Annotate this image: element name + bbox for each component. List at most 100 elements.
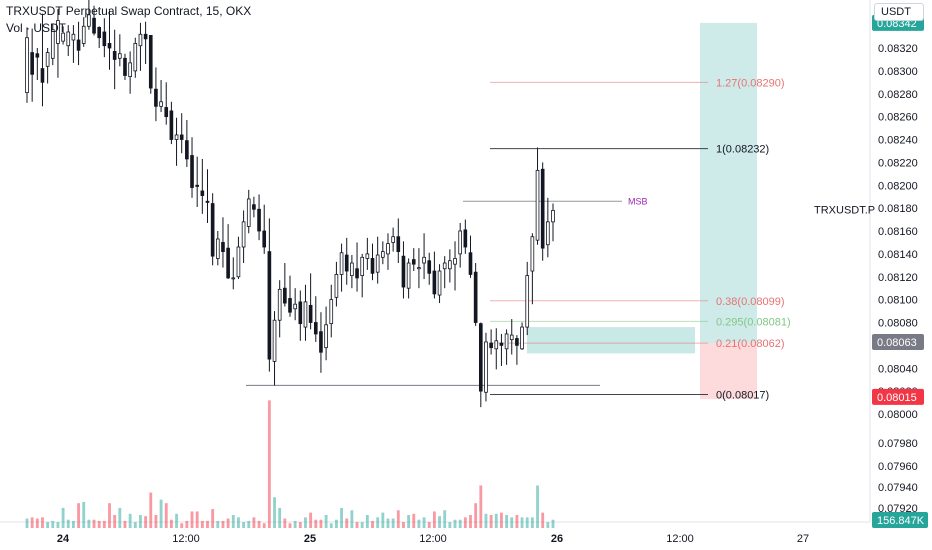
candle-body [551,210,555,223]
volume-bar [469,515,472,528]
candle-body [422,256,426,264]
candle-body [118,53,122,59]
candle-body [303,301,308,328]
candle-body [81,25,86,44]
candle-body [236,246,241,278]
volume-bar [128,513,132,528]
candle-body [411,259,416,265]
volume-bar [515,515,519,528]
volume-bar [25,518,29,528]
time-tick-label: 24 [57,533,70,545]
candle-body [406,262,411,289]
volume-bar [262,523,266,528]
volume-bar [350,510,354,528]
volume-bar [484,513,488,528]
candle-body [458,230,462,255]
candle-body [30,52,34,75]
volume-bar [371,520,374,528]
candle-body [164,107,169,118]
candle-body [123,57,127,76]
volume-bar [169,519,173,528]
candle-body [401,255,406,288]
volume-bar [133,522,137,528]
volume-bar [407,515,411,528]
candle-body [535,169,540,241]
candle-body [463,229,468,248]
candle-body [215,238,220,259]
volume-bar [427,522,431,528]
fib-label: 1(0.08232) [716,144,769,156]
candle-body [66,31,71,47]
candle-body [174,134,179,140]
candle-body [448,260,452,270]
candle-body [76,39,81,51]
candle-body [143,33,148,40]
volume-bar [216,520,220,528]
volume-bar [211,509,215,528]
volume-bar [396,510,400,528]
volume-bar [190,511,194,528]
volume-bar [432,511,436,528]
candle-body [334,274,339,298]
candle-body [128,62,132,77]
candle-body [339,252,344,275]
candle-body [484,341,488,393]
volume-legend: Vol · USDT [6,21,67,35]
candle-body [344,254,349,272]
volume-bar [494,513,498,528]
volume-bar [309,512,313,528]
candle-body [432,270,437,295]
volume-bar [267,400,271,528]
candle-body [246,198,251,227]
fib-label: 1.27(0.08290) [716,77,785,89]
volume-bar [525,517,529,528]
volume-bar [319,519,323,528]
volume-bar [463,517,467,528]
volume-bar [391,518,395,528]
time-tick-label: 12:00 [666,533,694,545]
candle-body [133,43,138,72]
price-tick-label: 0.08040 [878,363,918,375]
price-tick-label: 0.08220 [878,157,918,169]
volume-bar [66,519,70,528]
volume-bar [334,519,338,528]
volume-bar [185,520,189,528]
candle-body [515,338,519,346]
price-tick-label: 0.08080 [878,318,918,330]
candle-body [112,51,117,60]
candle-body [45,52,50,67]
volume-bar [41,517,44,528]
volume-bar [257,520,261,528]
candle-body [329,299,334,325]
candle-body [298,301,303,325]
candle-body [159,101,163,107]
candle-body [231,277,236,280]
symbol-label: TRXUSDT.P [814,204,875,216]
currency-button[interactable]: USDT [874,3,924,21]
candle-body [179,134,184,140]
volume-bar [159,499,163,528]
msb-label: MSB [628,196,648,206]
price-tick-label: 0.08160 [878,226,918,238]
candle-body [540,168,545,249]
price-badge [872,388,924,405]
volume-bar [195,511,199,528]
candle-body [386,243,390,255]
candle-body [319,331,323,353]
volume-bar [175,513,178,528]
volume-bar [453,519,457,528]
candle-body [241,221,246,248]
candle-body [520,326,524,350]
candle-body [210,203,215,257]
volume-tick-label: 0.07940 [878,482,918,494]
volume-bar [530,517,534,528]
volume-bar [237,517,240,528]
volume-bar [458,519,462,528]
candle-body [61,32,65,42]
candle-body [226,247,230,279]
volume-bar [61,507,65,528]
candle-body [442,262,447,270]
volume-bar [479,485,483,528]
price-tick-label: 0.08120 [878,272,918,284]
